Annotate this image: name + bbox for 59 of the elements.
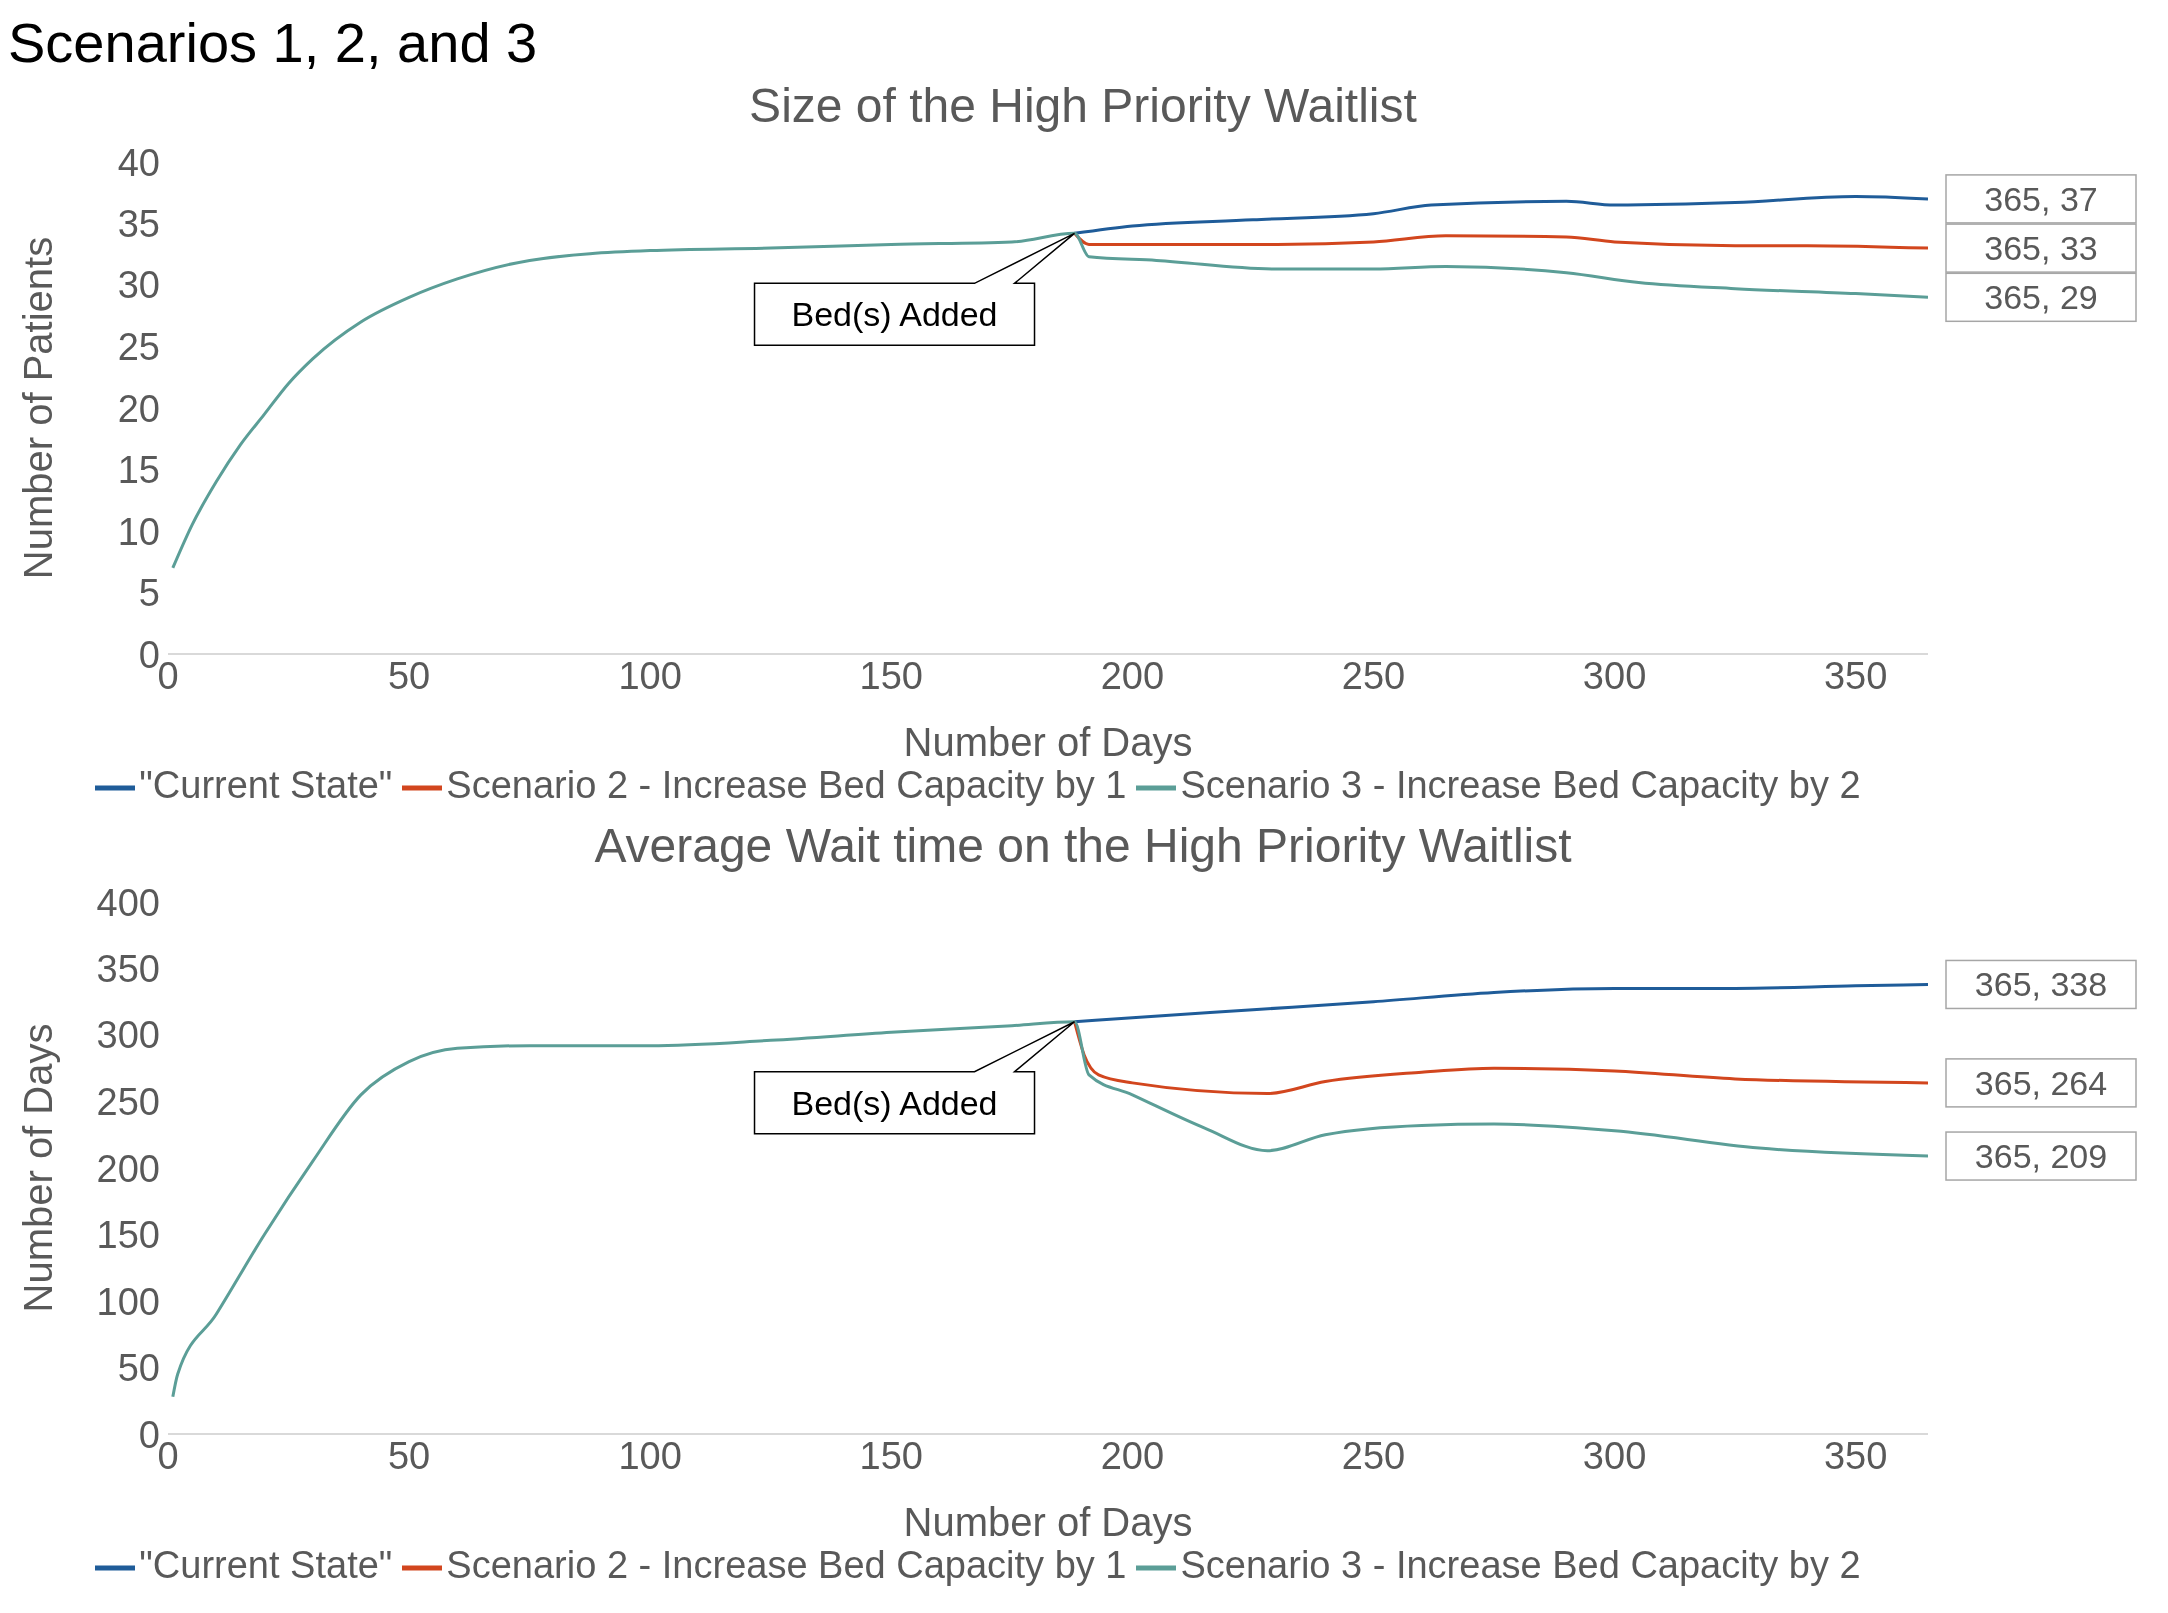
x-tick-label: 100	[618, 655, 682, 698]
y-axis-title: Number of Patients	[16, 236, 61, 580]
line-series	[1073, 194, 1928, 235]
x-tick-label: 350	[1823, 655, 1888, 698]
y-tick-label: 15	[117, 449, 160, 492]
line-series	[1073, 982, 1928, 1024]
x-tick-label: 350	[1823, 1435, 1888, 1478]
line-series	[171, 231, 1928, 570]
x-tick-label: 100	[618, 1435, 682, 1478]
data-label: 365, 338	[1974, 965, 2108, 1004]
y-tick-label: 20	[117, 387, 160, 430]
x-axis-title: Number of Days	[903, 1500, 1193, 1545]
chart-title: Average Wait time on the High Priority Waitlist	[593, 818, 1573, 874]
x-tick-label: 150	[859, 1435, 923, 1478]
x-tick-label: 200	[1100, 1435, 1165, 1478]
y-axis-title: Number of Days	[16, 1023, 61, 1313]
y-tick-label: 10	[117, 510, 160, 553]
y-tick-label: 400	[96, 881, 160, 924]
data-label: 365, 29	[1984, 278, 2098, 317]
x-tick-label: 250	[1341, 655, 1406, 698]
x-tick-label: 200	[1100, 655, 1165, 698]
legend-label: "Current State"	[139, 1544, 393, 1587]
data-label: 365, 37	[1984, 179, 2098, 218]
y-tick-label: 250	[96, 1081, 160, 1123]
legend-label: Scenario 3 - Increase Bed Capacity by 2	[1180, 764, 1861, 807]
x-tick-label: 300	[1582, 1435, 1647, 1478]
callout-box: Bed(s) Added	[753, 1020, 1076, 1135]
x-axis-title: Number of Days	[903, 720, 1193, 765]
line-series	[171, 1020, 1928, 1399]
line-series	[1073, 1020, 1928, 1096]
annotation: Bed(s) Added	[791, 295, 998, 334]
y-tick-label: 30	[117, 264, 160, 307]
y-tick-label: 350	[96, 947, 160, 990]
text: Scenarios 1, 2, and 3	[8, 10, 539, 76]
y-tick-label: 50	[117, 1347, 160, 1390]
annotation: Bed(s) Added	[791, 1083, 998, 1122]
legend-label: "Current State"	[139, 764, 393, 807]
y-tick-label: 35	[117, 202, 160, 245]
chart-title: Size of the High Priority Waitlist	[748, 78, 1418, 134]
data-label: 365, 33	[1984, 229, 2098, 268]
data-label: 365, 264	[1974, 1063, 2108, 1102]
legend-label: Scenario 3 - Increase Bed Capacity by 2	[1180, 1544, 1861, 1587]
y-tick-label: 5	[138, 572, 160, 615]
y-tick-label: 150	[96, 1214, 160, 1257]
line-series	[1073, 231, 1928, 250]
y-tick-label: 25	[117, 326, 160, 368]
y-tick-label: 40	[117, 141, 160, 184]
legend-label: Scenario 2 - Increase Bed Capacity by 1	[446, 764, 1127, 807]
y-tick-label: 100	[96, 1280, 160, 1323]
x-tick-label: 50	[387, 1435, 431, 1478]
y-tick-label: 200	[96, 1147, 160, 1190]
callout-box: Bed(s) Added	[753, 232, 1076, 347]
y-tick-label: 300	[96, 1014, 160, 1057]
x-tick-label: 300	[1582, 655, 1647, 698]
x-tick-label: 150	[859, 655, 923, 698]
x-tick-label: 250	[1341, 1435, 1406, 1478]
data-label: 365, 209	[1974, 1137, 2108, 1176]
legend-label: Scenario 2 - Increase Bed Capacity by 1	[446, 1544, 1127, 1587]
x-tick-label: 50	[387, 655, 431, 698]
